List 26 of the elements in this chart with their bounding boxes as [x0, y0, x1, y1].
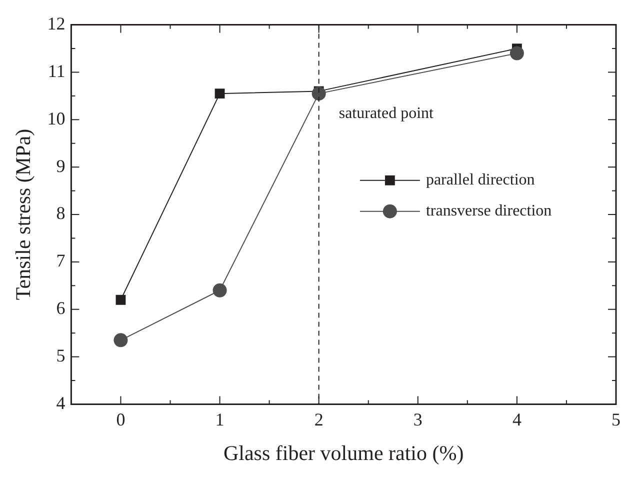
y-tick-label: 4: [56, 392, 66, 413]
y-tick-label: 11: [48, 60, 66, 81]
annotation: saturated point: [338, 104, 434, 122]
x-axis-title: Glass fiber volume ratio (%): [223, 440, 464, 465]
y-tick-label: 6: [56, 298, 66, 318]
x-tick-label: 5: [612, 410, 620, 430]
x-tick-label: 4: [512, 410, 522, 430]
x-tick-label: 1: [215, 410, 224, 430]
y-tick-label: 9: [56, 156, 66, 176]
point: [212, 283, 227, 298]
y-tick-label: 8: [56, 203, 66, 224]
point: [116, 294, 126, 305]
point: [114, 333, 128, 348]
legend-label: transverse direction: [426, 202, 552, 220]
x-tick-label: 2: [314, 410, 324, 430]
y-tick-label: 12: [47, 14, 66, 34]
y-axis-title: Tensile stress (MPa): [11, 128, 36, 300]
x-tick-label: 3: [413, 410, 422, 430]
y-tick-label: 5: [56, 346, 66, 366]
y-tick-label: 10: [47, 108, 66, 128]
point: [510, 46, 524, 60]
y-tick-label: 7: [56, 250, 66, 271]
x-tick-label: 0: [116, 410, 126, 430]
point: [312, 86, 326, 101]
point: [214, 88, 225, 99]
legend-label: parallel direction: [426, 172, 535, 189]
